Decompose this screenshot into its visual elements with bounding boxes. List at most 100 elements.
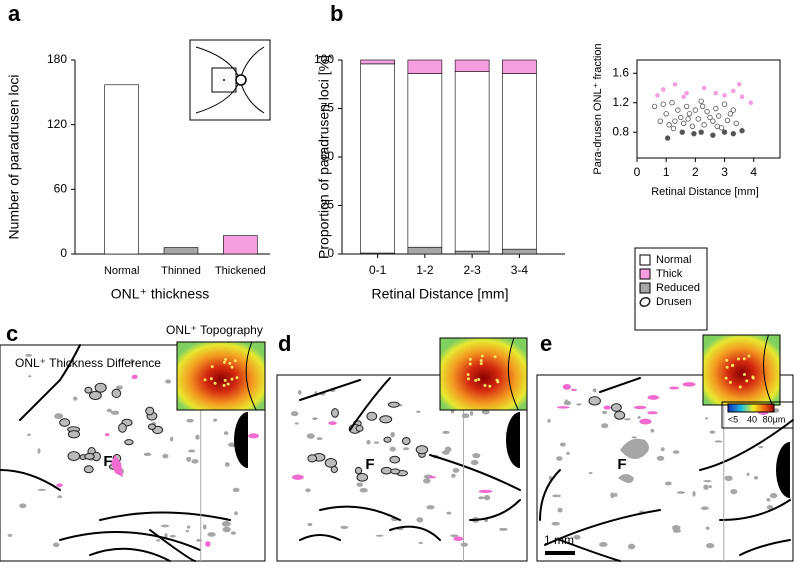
- x-tick-label: Thinned: [161, 265, 201, 277]
- inset-spot: [223, 378, 227, 382]
- reduced-blob: [620, 438, 649, 459]
- scatter-point: [660, 87, 666, 92]
- reduced-blob: [769, 492, 778, 499]
- scatter-point: [695, 116, 701, 122]
- scatter-point: [666, 122, 672, 128]
- thick-blob: [131, 374, 138, 380]
- drusen: [330, 465, 338, 474]
- thick-blob: [248, 433, 259, 439]
- reduced-blob: [766, 497, 771, 502]
- reduced-blob: [758, 446, 764, 449]
- inset-spot: [228, 361, 232, 365]
- inset-spot: [466, 377, 470, 381]
- scatter-point: [721, 101, 728, 107]
- scatter-point: [704, 108, 710, 115]
- vessel: [349, 377, 391, 431]
- scatter-point: [724, 117, 731, 124]
- scatter-point: [689, 123, 696, 130]
- colorbar-tick-label: 80μm: [763, 414, 786, 424]
- y-tick-label: 60: [54, 182, 68, 196]
- reduced-blob: [461, 413, 470, 419]
- inset-spot: [728, 380, 732, 384]
- scatter-point: [736, 82, 742, 87]
- drusen: [118, 423, 127, 433]
- drusen: [588, 396, 601, 406]
- reduced-blob: [656, 455, 665, 461]
- reduced-blob: [564, 399, 568, 404]
- vessel: [319, 505, 401, 521]
- inset-spot: [725, 365, 729, 369]
- thick-blob: [633, 405, 647, 410]
- reduced-blob: [637, 416, 641, 419]
- scatter-point: [699, 103, 706, 110]
- inset-spot: [235, 376, 239, 380]
- scatter-point: [733, 120, 739, 127]
- inset-spot: [745, 379, 749, 383]
- vessel: [19, 379, 61, 421]
- reduced-blob: [766, 505, 774, 510]
- inset-spot: [480, 354, 484, 358]
- reduced-blob: [618, 474, 634, 483]
- panel-label: c: [6, 321, 18, 346]
- legend-label: Normal: [656, 254, 691, 266]
- y-tick-label: 0: [327, 246, 334, 260]
- reduced-blob: [573, 534, 581, 540]
- scatter-point: [731, 88, 736, 94]
- scatter-point: [683, 103, 690, 110]
- vessel: [719, 499, 791, 521]
- bar-segment: [502, 248, 537, 255]
- bar-segment: [454, 59, 490, 72]
- drusen: [84, 386, 93, 394]
- reduced-blob: [169, 534, 176, 538]
- topography-inset: [439, 337, 528, 411]
- reduced-blob: [672, 525, 681, 531]
- reduced-blob: [27, 375, 32, 378]
- inset-spot: [468, 362, 472, 366]
- y-tick-label: 50: [321, 149, 335, 163]
- vessel: [469, 499, 521, 521]
- reduced-blob: [164, 532, 168, 539]
- reduced-blob: [359, 487, 368, 493]
- vessel: [99, 511, 231, 521]
- drusen: [356, 472, 369, 482]
- reduced-blob: [450, 534, 459, 538]
- scatter-point: [707, 114, 713, 121]
- drusen: [383, 436, 392, 443]
- colorbar-tick-label: 40: [747, 414, 757, 424]
- scatter-point: [686, 111, 693, 117]
- reduced-blob: [188, 449, 196, 453]
- bar-segment: [454, 250, 490, 255]
- reduced-blob: [676, 491, 686, 494]
- inset-spot: [222, 383, 226, 387]
- panel-label: b: [330, 1, 343, 26]
- reduced-blob: [57, 495, 63, 499]
- legend-swatch: [639, 268, 651, 280]
- eye-schematic: [189, 39, 271, 121]
- inset-spot: [479, 359, 483, 363]
- thick-blob: [639, 418, 652, 425]
- thick-blob: [111, 455, 123, 477]
- reduced-blob: [624, 418, 631, 421]
- reduced-blob: [403, 447, 410, 451]
- inset-spot: [725, 358, 729, 362]
- reduced-blob: [498, 527, 508, 531]
- reduced-blob: [705, 526, 710, 530]
- scatter-point: [739, 94, 745, 100]
- reduced-blob: [444, 446, 452, 453]
- drusen: [67, 430, 81, 439]
- reduced-blob: [730, 489, 738, 495]
- reduced-blob: [224, 462, 230, 467]
- bar-segment: [407, 246, 443, 255]
- scatter-point: [672, 118, 678, 124]
- reduced-blob: [416, 517, 424, 523]
- reduced-blob: [664, 481, 672, 486]
- vessel: [544, 509, 661, 546]
- scatter-point: [675, 107, 681, 113]
- reduced-blob: [316, 437, 323, 441]
- bar-segment: [502, 59, 537, 74]
- y-tick-label: 100: [314, 52, 334, 66]
- optic-disc: [506, 412, 520, 468]
- drusen: [147, 423, 156, 430]
- drusen: [307, 454, 318, 463]
